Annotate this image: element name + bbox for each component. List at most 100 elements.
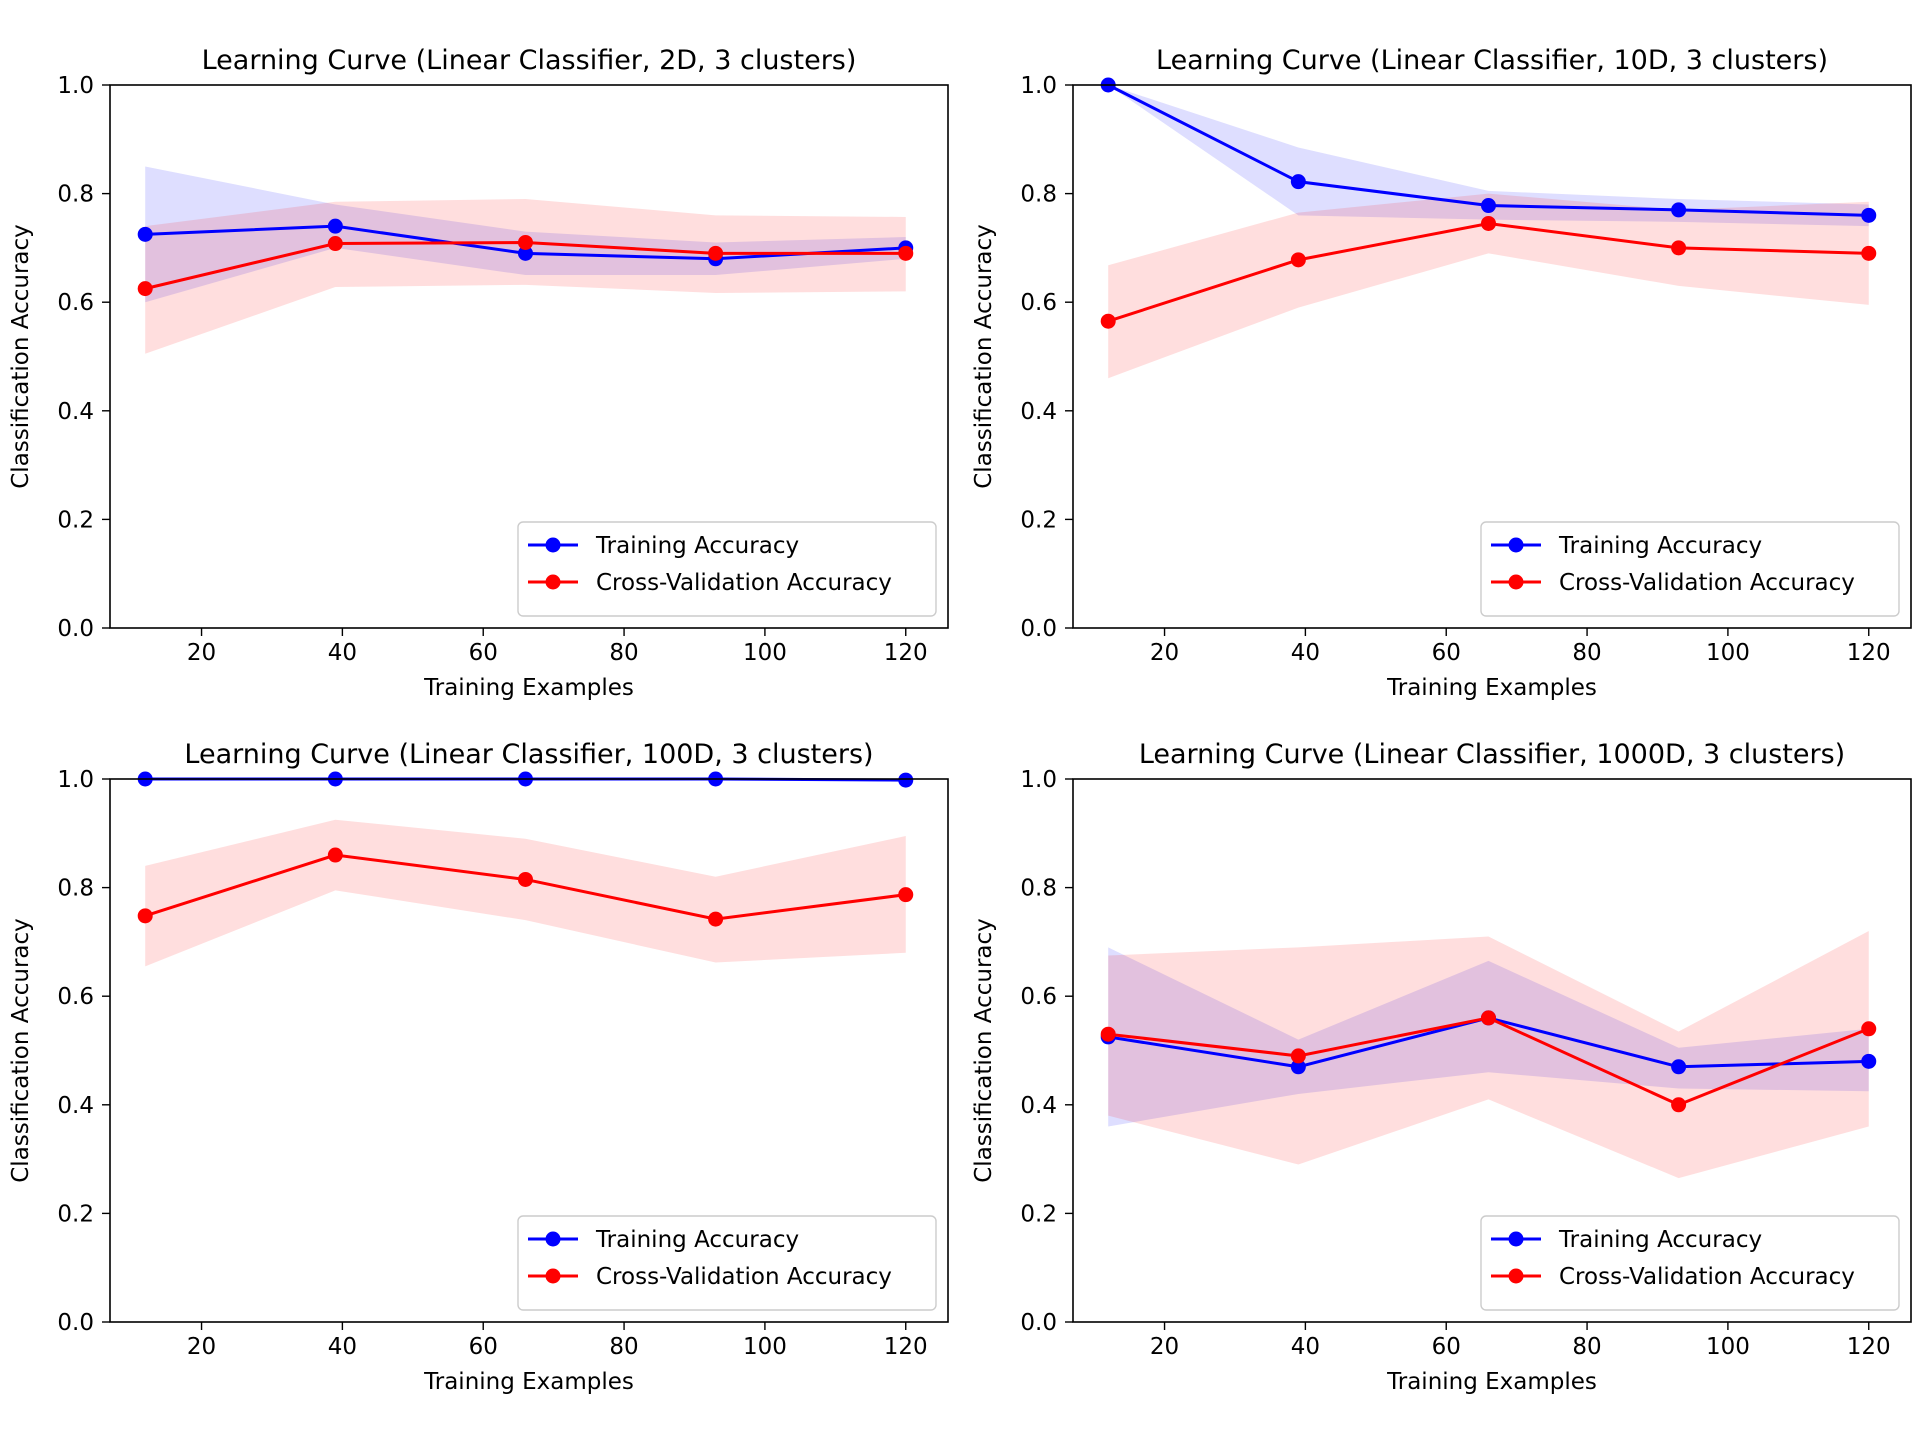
- chart-title: Learning Curve (Linear Classifier, 100D,…: [184, 739, 873, 770]
- legend-training-marker: [1508, 537, 1524, 553]
- x-tick-label: 40: [328, 1334, 357, 1360]
- cv-point: [1290, 1048, 1306, 1064]
- axes-frame: [109, 84, 949, 629]
- training-point: [137, 226, 153, 242]
- cv-point: [1100, 1026, 1116, 1042]
- cv-point: [517, 234, 533, 250]
- legend: Training Accuracy Cross-Validation Accura…: [517, 521, 937, 617]
- cv-band: [145, 199, 906, 354]
- training-band: [1108, 85, 1869, 227]
- y-tick-label: 0.0: [1020, 1310, 1057, 1336]
- x-tick-label: 40: [328, 640, 357, 666]
- y-axis-label: Classification Accuracy: [971, 918, 997, 1183]
- y-tick-label: 0.0: [57, 616, 94, 642]
- cv-point: [327, 847, 343, 863]
- legend: Training Accuracy Cross-Validation Accura…: [1480, 521, 1900, 617]
- cv-point: [898, 887, 914, 903]
- x-tick-label: 40: [1291, 1334, 1320, 1360]
- training-band: [1108, 947, 1869, 1127]
- axes-frame: [1072, 778, 1912, 1323]
- cv-band: [145, 819, 906, 967]
- training-point: [898, 772, 914, 788]
- y-tick-label: 0.2: [57, 507, 94, 533]
- y-axis-label: Classification Accuracy: [8, 224, 34, 489]
- cv-point: [1100, 313, 1116, 329]
- y-tick-label: 1.0: [1020, 73, 1057, 99]
- training-point: [1861, 1053, 1877, 1069]
- x-tick-label: 120: [1847, 640, 1891, 666]
- x-axis-label: Training Examples: [1386, 675, 1597, 701]
- x-axis-label: Training Examples: [423, 1369, 634, 1395]
- legend-cv-label: Cross-Validation Accuracy: [1559, 1264, 1855, 1290]
- training-point: [327, 218, 343, 234]
- y-tick-label: 0.2: [57, 1201, 94, 1227]
- y-axis-label: Classification Accuracy: [8, 918, 34, 1183]
- y-axis-label: Classification Accuracy: [971, 224, 997, 489]
- cv-point: [1861, 245, 1877, 261]
- chart-title: Learning Curve (Linear Classifier, 1000D…: [1139, 739, 1845, 770]
- y-tick-label: 0.2: [1020, 507, 1057, 533]
- legend-box: [1480, 521, 1900, 617]
- legend: Training Accuracy Cross-Validation Accura…: [517, 1215, 937, 1311]
- x-tick-label: 100: [743, 1334, 787, 1360]
- chart-title: Learning Curve (Linear Classifier, 2D, 3…: [202, 45, 857, 76]
- y-tick-label: 0.4: [1020, 1093, 1057, 1119]
- x-tick-label: 60: [1432, 640, 1461, 666]
- x-tick-label: 80: [1572, 640, 1601, 666]
- y-tick-label: 1.0: [1020, 767, 1057, 793]
- x-axis-label: Training Examples: [423, 675, 634, 701]
- cv-point: [898, 245, 914, 261]
- training-point: [1480, 198, 1496, 214]
- legend-box: [517, 521, 937, 617]
- y-tick-label: 0.8: [1020, 182, 1057, 208]
- cv-point: [708, 245, 724, 261]
- x-tick-label: 20: [187, 1334, 216, 1360]
- x-tick-label: 100: [1706, 640, 1750, 666]
- x-tick-label: 80: [609, 1334, 638, 1360]
- y-tick-label: 1.0: [57, 73, 94, 99]
- x-tick-label: 80: [1572, 1334, 1601, 1360]
- training-point: [1861, 207, 1877, 223]
- x-tick-label: 120: [884, 1334, 928, 1360]
- cv-point: [137, 908, 153, 924]
- legend-cv-label: Cross-Validation Accuracy: [596, 570, 892, 596]
- cv-band: [1108, 193, 1869, 379]
- training-point: [517, 245, 533, 261]
- legend-training-marker: [545, 1231, 561, 1247]
- legend-cv-marker: [1508, 1268, 1524, 1284]
- x-axis-label: Training Examples: [1386, 1369, 1597, 1395]
- training-point: [1290, 1059, 1306, 1075]
- y-tick-label: 0.6: [57, 290, 94, 316]
- x-tick-label: 100: [1706, 1334, 1750, 1360]
- legend-training-marker: [1508, 1231, 1524, 1247]
- cv-point: [1290, 252, 1306, 268]
- legend-box: [1480, 1215, 1900, 1311]
- y-tick-label: 0.0: [1020, 616, 1057, 642]
- y-tick-label: 0.8: [57, 182, 94, 208]
- cv-point: [1671, 1097, 1687, 1113]
- x-tick-label: 60: [469, 640, 498, 666]
- subplot-1: 20 40 60 80 100 120 0.0 0.2 0.4 0.6 0.8 1.0 Learning…: [8, 45, 949, 701]
- legend-training-label: Training Accuracy: [1558, 533, 1762, 559]
- training-point: [1671, 1059, 1687, 1075]
- legend-training-label: Training Accuracy: [595, 1227, 799, 1253]
- legend: Training Accuracy Cross-Validation Accura…: [1480, 1215, 1900, 1311]
- chart-title: Learning Curve (Linear Classifier, 10D, …: [1156, 45, 1828, 76]
- subplot-4: 20 40 60 80 100 120 0.0 0.2 0.4 0.6 0.8 1.0 Learning…: [971, 739, 1912, 1395]
- x-tick-label: 60: [1432, 1334, 1461, 1360]
- axes-frame: [109, 778, 949, 1323]
- x-tick-label: 120: [1847, 1334, 1891, 1360]
- y-tick-label: 0.6: [1020, 290, 1057, 316]
- legend-cv-marker: [1508, 574, 1524, 590]
- y-tick-label: 0.6: [1020, 984, 1057, 1010]
- legend-box: [517, 1215, 937, 1311]
- legend-cv-marker: [545, 574, 561, 590]
- training-band: [145, 166, 906, 303]
- subplot-3: 20 40 60 80 100 120 0.0 0.2 0.4 0.6 0.8 1.0 Learning…: [8, 739, 949, 1395]
- subplot-2: 20 40 60 80 100 120 0.0 0.2 0.4 0.6 0.8 1.0 Learning…: [971, 45, 1912, 701]
- cv-point: [137, 281, 153, 297]
- y-tick-label: 0.8: [1020, 876, 1057, 902]
- training-point: [1290, 174, 1306, 190]
- cv-point: [327, 236, 343, 252]
